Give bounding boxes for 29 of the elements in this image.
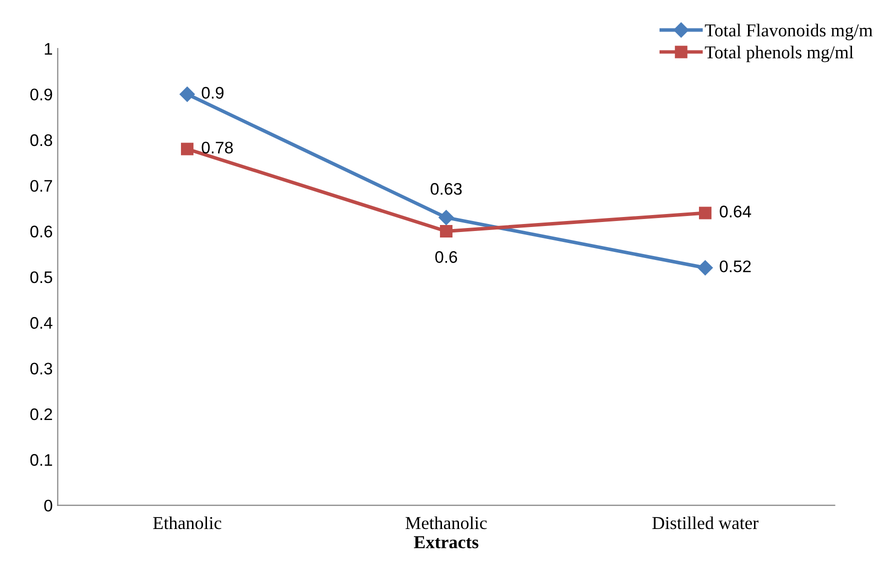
legend-label: Total phenols mg/ml	[704, 46, 854, 62]
legend-label: Total Flavonoids mg/m	[704, 24, 873, 40]
y-tick-label: 0.7	[30, 180, 52, 192]
x-axis-title: Extracts	[414, 536, 478, 548]
data-label: 0.9	[202, 86, 224, 99]
y-tick-label: 0.8	[30, 134, 52, 146]
x-tick-label: Methanolic	[406, 516, 487, 530]
point	[440, 225, 452, 238]
y-tick-label: 0	[44, 500, 52, 512]
y-tick-label: 0.4	[30, 317, 52, 329]
data-label: 0.64	[720, 206, 752, 218]
data-label: 0.78	[202, 142, 233, 154]
y-tick-label: 0.6	[30, 226, 52, 238]
data-label: 0.52	[720, 260, 751, 272]
point	[698, 260, 713, 276]
point	[698, 206, 712, 220]
x-tick-label: Ethanolic	[153, 516, 222, 530]
y-tick-label: 0.5	[30, 271, 52, 284]
point	[438, 210, 454, 226]
y-tick-label: 0.2	[30, 408, 52, 420]
y-tick-label: 0.3	[30, 362, 52, 374]
y-tick-label: 0.9	[30, 88, 52, 100]
y-tick-label: 1	[44, 43, 52, 55]
data-label: 0.6	[435, 251, 458, 263]
point	[180, 86, 195, 102]
point	[180, 142, 194, 156]
y-tick-label: 0.1	[30, 454, 52, 466]
x-tick-label: Distilled water	[652, 516, 758, 530]
data-label: 0.63	[430, 183, 462, 195]
